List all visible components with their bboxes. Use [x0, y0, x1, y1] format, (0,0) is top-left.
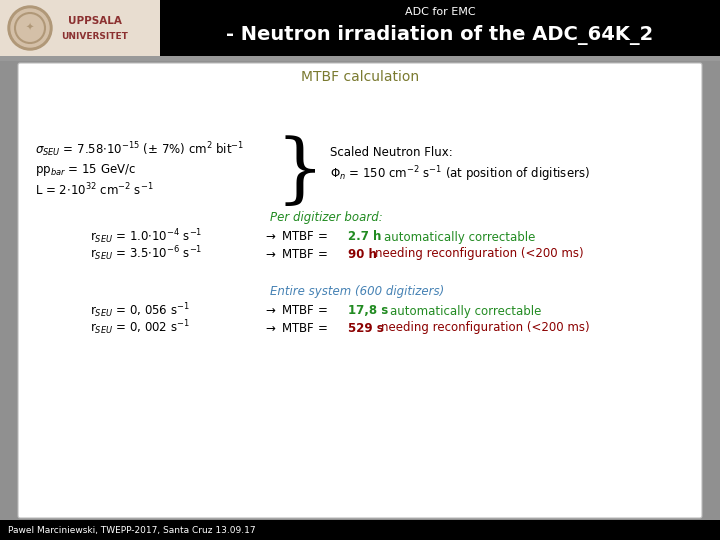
- Text: }: }: [276, 135, 324, 209]
- Text: ✦: ✦: [26, 23, 34, 33]
- Text: 17,8 s: 17,8 s: [348, 305, 388, 318]
- Circle shape: [8, 6, 52, 50]
- Text: - Neutron irradiation of the ADC_64K_2: - Neutron irradiation of the ADC_64K_2: [226, 25, 654, 45]
- Bar: [0, 0, 720, 56]
- Text: $\Phi_n$ = 150 cm$^{-2}$ s$^{-1}$ (at position of digitisers): $\Phi_n$ = 150 cm$^{-2}$ s$^{-1}$ (at po…: [330, 164, 590, 184]
- Text: pp$_{bar}$ = 15 GeV/c: pp$_{bar}$ = 15 GeV/c: [35, 162, 136, 178]
- Text: needing reconfiguration (<200 ms): needing reconfiguration (<200 ms): [375, 247, 584, 260]
- Bar: [0, 520, 720, 540]
- Text: automatically correctable: automatically correctable: [384, 231, 536, 244]
- Text: r$_{SEU}$ = 1.0$\cdot$10$^{-4}$ s$^{-1}$: r$_{SEU}$ = 1.0$\cdot$10$^{-4}$ s$^{-1}$: [90, 228, 202, 246]
- Text: r$_{SEU}$ = 0, 056 s$^{-1}$: r$_{SEU}$ = 0, 056 s$^{-1}$: [90, 302, 190, 320]
- FancyBboxPatch shape: [18, 63, 702, 518]
- Text: $\rightarrow$ MTBF =: $\rightarrow$ MTBF =: [263, 321, 329, 334]
- Text: needing reconfiguration (<200 ms): needing reconfiguration (<200 ms): [381, 321, 590, 334]
- Text: Entire system (600 digitizers): Entire system (600 digitizers): [270, 286, 444, 299]
- Text: ADC for EMC: ADC for EMC: [405, 8, 475, 17]
- Text: 529 s: 529 s: [348, 321, 384, 334]
- Text: 90 h: 90 h: [348, 247, 377, 260]
- Text: r$_{SEU}$ = 3.5$\cdot$10$^{-6}$ s$^{-1}$: r$_{SEU}$ = 3.5$\cdot$10$^{-6}$ s$^{-1}$: [90, 245, 202, 264]
- Text: Pawel Marciniewski, TWEPP-2017, Santa Cruz 13.09.17: Pawel Marciniewski, TWEPP-2017, Santa Cr…: [8, 525, 256, 535]
- Text: Per digitizer board:: Per digitizer board:: [270, 212, 383, 225]
- Bar: [0, 56, 720, 61]
- Text: $\rightarrow$ MTBF =: $\rightarrow$ MTBF =: [263, 231, 329, 244]
- Text: $\rightarrow$ MTBF =: $\rightarrow$ MTBF =: [263, 247, 329, 260]
- Text: r$_{SEU}$ = 0, 002 s$^{-1}$: r$_{SEU}$ = 0, 002 s$^{-1}$: [90, 319, 190, 338]
- Text: automatically correctable: automatically correctable: [390, 305, 541, 318]
- Text: UNIVERSITET: UNIVERSITET: [62, 32, 128, 41]
- Text: L = 2$\cdot$10$^{32}$ cm$^{-2}$ s$^{-1}$: L = 2$\cdot$10$^{32}$ cm$^{-2}$ s$^{-1}$: [35, 181, 153, 198]
- Text: 2.7 h: 2.7 h: [348, 231, 382, 244]
- Text: MTBF calculation: MTBF calculation: [301, 70, 419, 84]
- Text: Scaled Neutron Flux:: Scaled Neutron Flux:: [330, 146, 453, 159]
- Text: $\sigma_{SEU}$ = 7.58$\cdot$10$^{-15}$ (± 7%) cm$^2$ bit$^{-1}$: $\sigma_{SEU}$ = 7.58$\cdot$10$^{-15}$ (…: [35, 140, 244, 159]
- Text: UPPSALA: UPPSALA: [68, 16, 122, 26]
- Bar: [0, 0, 160, 56]
- Text: $\rightarrow$ MTBF =: $\rightarrow$ MTBF =: [263, 305, 329, 318]
- Circle shape: [11, 9, 49, 47]
